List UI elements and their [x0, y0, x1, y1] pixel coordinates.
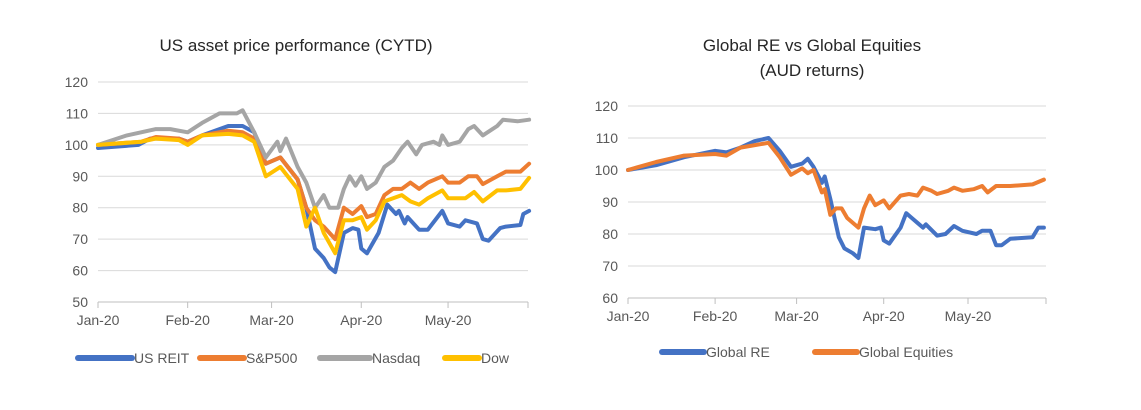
y-tick-label: 90: [72, 168, 88, 184]
x-tick-label: Mar-20: [774, 308, 819, 324]
y-tick-label: 100: [65, 137, 89, 153]
x-tick-label: Apr-20: [863, 308, 905, 324]
series-line-global-re: [626, 136, 1046, 260]
global-re-chart: 60 70 80 90 100 110 120 Jan-20 Feb-20 Mar-20 Apr-2…: [595, 98, 1047, 360]
y-tick-label: 120: [595, 98, 619, 114]
x-tick-label: Feb-20: [166, 312, 211, 328]
y-tick-label: 60: [602, 290, 618, 306]
series-line-s-p500: [96, 128, 532, 242]
x-tick-label: May-20: [425, 312, 472, 328]
legend-label: US REIT: [134, 350, 190, 366]
x-tick-label: Feb-20: [693, 308, 738, 324]
y-tick-label: 120: [65, 74, 89, 90]
y-tick-label: 110: [66, 105, 89, 121]
x-tick-label: Jan-20: [607, 308, 650, 324]
y-tick-label: 110: [596, 130, 619, 146]
legend-label: Dow: [481, 350, 510, 366]
legend-label: S&P500: [246, 350, 298, 366]
series-line-nasdaq: [96, 108, 532, 210]
y-tick-label: 90: [602, 194, 618, 210]
chart2-title: Global RE vs Global Equities: [703, 36, 921, 55]
y-tick-label: 70: [72, 231, 88, 247]
y-tick-label: 80: [72, 200, 88, 216]
y-tick-label: 100: [595, 162, 619, 178]
y-tick-label: 70: [602, 258, 618, 274]
y-tick-label: 50: [72, 294, 88, 310]
y-tick-label: 60: [72, 263, 88, 279]
x-tick-label: Mar-20: [249, 312, 294, 328]
series-line-dow: [96, 131, 532, 256]
x-tick-label: Jan-20: [77, 312, 120, 328]
chart2-subtitle: (AUD returns): [760, 61, 865, 80]
series-line-us-reit: [96, 124, 532, 275]
legend-label: Global RE: [706, 344, 770, 360]
chart1-title: US asset price performance (CYTD): [159, 36, 432, 55]
series-line-global-equities: [626, 140, 1046, 230]
legend-label: Global Equities: [859, 344, 953, 360]
x-tick-label: May-20: [945, 308, 992, 324]
y-tick-label: 80: [602, 226, 618, 242]
us-asset-chart: 50 60 70 80 90 100 110 120 Jan-20 Feb-20 Mar-20 Apr…: [65, 74, 532, 366]
legend-label: Nasdaq: [372, 350, 420, 366]
x-tick-label: Apr-20: [340, 312, 382, 328]
